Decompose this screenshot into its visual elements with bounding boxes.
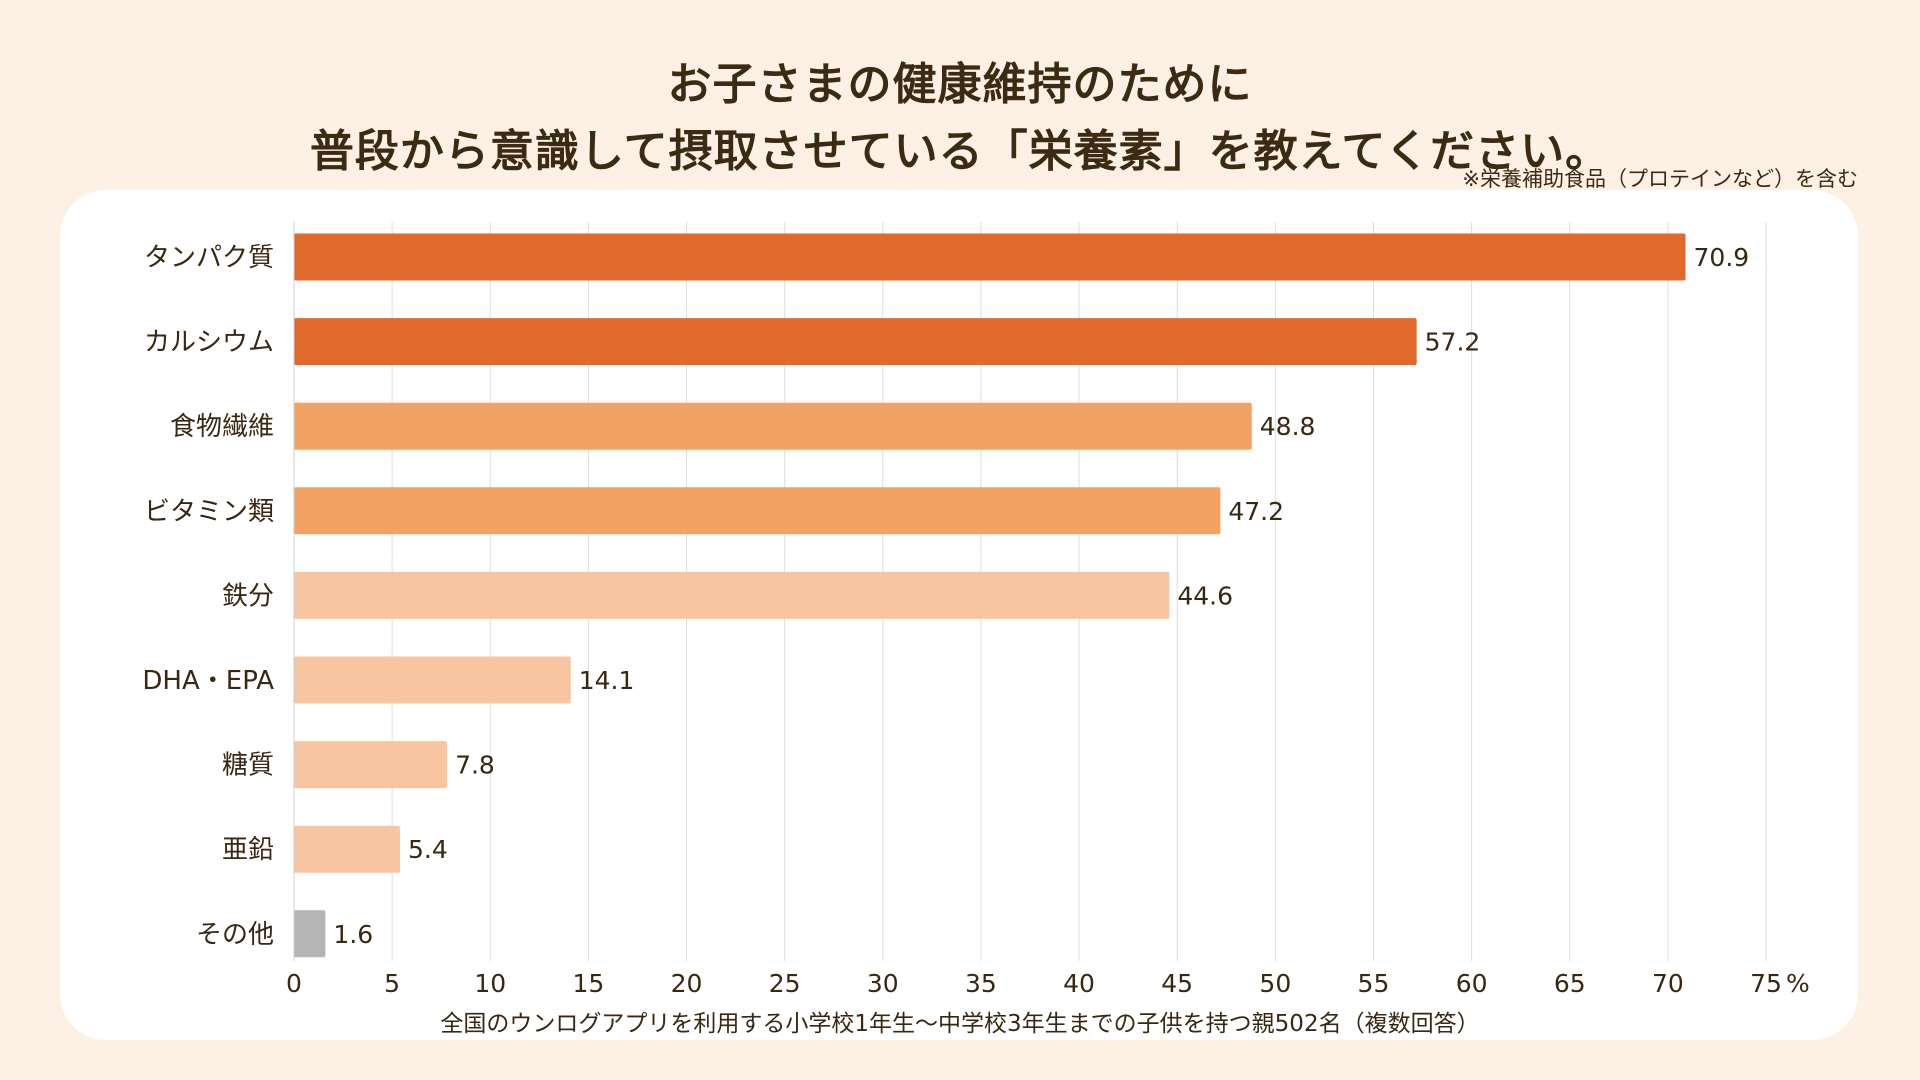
x-tick-label: 15 <box>572 969 604 998</box>
x-unit-label: % <box>1786 969 1810 998</box>
x-tick-label: 60 <box>1456 969 1488 998</box>
x-tick-label: 20 <box>671 969 703 998</box>
bar-value-label: 70.9 <box>1694 243 1750 272</box>
bar[interactable] <box>294 233 1686 281</box>
bar[interactable] <box>294 825 400 873</box>
x-tick-label: 35 <box>965 969 997 998</box>
category-label: ビタミン類 <box>144 497 274 527</box>
bar[interactable] <box>294 402 1252 450</box>
bar-value-label: 14.1 <box>579 666 635 695</box>
bar-value-label: 7.8 <box>455 751 495 780</box>
bar[interactable] <box>294 656 571 704</box>
chart-title-line2: 普段から意識して摂取させている「栄養素」を教えてください。 <box>309 126 1611 177</box>
x-tick-label: 10 <box>474 969 506 998</box>
bar-value-label: 44.6 <box>1177 581 1233 610</box>
x-tick-label: 0 <box>286 969 302 998</box>
category-label: DHA・EPA <box>142 666 274 696</box>
category-label: 食物繊維 <box>170 412 274 442</box>
bar-value-label: 57.2 <box>1425 328 1481 357</box>
survey-footnote: 全国のウンログアプリを利用する小学校1年生〜中学校3年生までの子供を持つ親502… <box>440 1011 1480 1037</box>
bar[interactable] <box>294 318 1417 366</box>
category-label: タンパク質 <box>144 243 274 273</box>
bar-value-label: 48.8 <box>1260 412 1316 441</box>
bar-value-label: 5.4 <box>408 835 448 864</box>
x-tick-label: 50 <box>1259 969 1291 998</box>
bar[interactable] <box>294 487 1221 535</box>
bar[interactable] <box>294 910 326 958</box>
x-tick-label: 30 <box>867 969 899 998</box>
x-tick-label: 65 <box>1554 969 1586 998</box>
x-tick-label: 75 <box>1750 969 1782 998</box>
x-tick-label: 55 <box>1358 969 1390 998</box>
x-tick-label: 45 <box>1161 969 1193 998</box>
bar-value-label: 47.2 <box>1228 497 1284 526</box>
bar[interactable] <box>294 741 448 789</box>
x-tick-label: 70 <box>1652 969 1684 998</box>
x-tick-label: 5 <box>384 969 400 998</box>
bar-value-label: 1.6 <box>333 920 373 949</box>
x-tick-label: 25 <box>769 969 801 998</box>
x-tick-label: 40 <box>1063 969 1095 998</box>
category-label: 鉄分 <box>222 581 274 611</box>
category-label: 糖質 <box>222 751 274 781</box>
category-label: 亜鉛 <box>222 835 274 865</box>
category-label: カルシウム <box>144 328 274 358</box>
bar[interactable] <box>294 571 1170 619</box>
chart-title-line1: お子さまの健康維持のために <box>667 59 1253 110</box>
category-label: その他 <box>196 920 274 950</box>
chart-note: ※栄養補助食品（プロテインなど）を含む <box>1462 167 1858 191</box>
